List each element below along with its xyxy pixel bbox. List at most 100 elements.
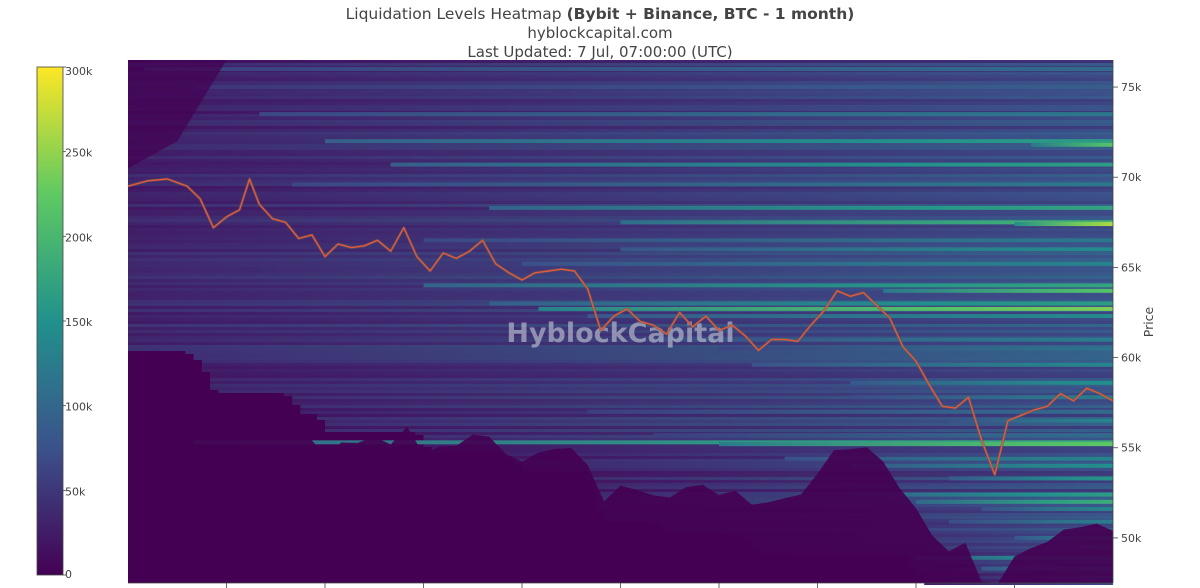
heatmap-cell-row <box>128 228 1113 231</box>
heatmap-cell-row <box>128 120 1113 123</box>
liquidation-band <box>850 380 1113 385</box>
heatmap-cell-row <box>128 129 1113 132</box>
colorbar: 0 50k 100k 150k 200k 250k 300k <box>36 65 93 581</box>
heatmap-cell-row <box>924 582 1113 585</box>
y-tick-label: 75k <box>1121 81 1142 94</box>
heatmap-cell-row <box>128 60 1113 63</box>
heatmap-cell-row <box>128 252 1113 255</box>
y-tick-label: 50k <box>1121 532 1142 545</box>
heatmap-cell-row <box>522 468 1113 471</box>
heatmap-plot[interactable]: HyblockCapital <box>127 60 1114 585</box>
heatmap-cell-row <box>128 102 1113 105</box>
heatmap-cell-row <box>210 384 1114 387</box>
heatmap-cell-row <box>513 462 1113 465</box>
liquidation-band <box>916 499 1113 504</box>
liquidation-band <box>719 346 1113 351</box>
y-tick-label: 60k <box>1121 352 1142 365</box>
heatmap-cell-row <box>128 273 1113 276</box>
liquidation-band <box>193 440 1113 445</box>
heatmap-cell-row <box>325 426 1113 429</box>
heatmap-cell-row <box>128 96 1113 99</box>
heatmap-cell-row <box>193 357 1113 360</box>
heatmap-cell-row <box>201 369 1113 372</box>
heatmap-cell-row <box>128 204 1113 207</box>
heatmap-cell-row <box>128 267 1113 270</box>
liquidation-band <box>587 409 1113 414</box>
liquidation-band <box>620 220 1113 225</box>
heatmap-cell-row <box>423 438 1113 441</box>
y-tick-label: 55k <box>1121 442 1142 455</box>
heatmap-cell-row <box>128 147 1113 150</box>
colorbar-tick-label: 200k <box>65 231 93 244</box>
heatmap-cell-row <box>128 213 1113 216</box>
heatmap-cell-row <box>128 231 1113 234</box>
heatmap-cell-row <box>128 318 1113 321</box>
heatmap-cell-row <box>128 174 1113 177</box>
heatmap-cell-row <box>128 105 1113 108</box>
chart-updated: Last Updated: 7 Jul, 07:00:00 (UTC) <box>467 43 733 61</box>
heatmap-cell-row <box>128 156 1113 159</box>
heatmap-cell-row <box>128 117 1113 120</box>
heatmap-cell-row <box>128 342 1113 345</box>
heatmap-cell-row <box>128 210 1113 213</box>
liquidation-band <box>489 301 1114 306</box>
chart-title: Liquidation Levels Heatmap (Bybit + Bina… <box>0 4 1200 24</box>
liquidation-band <box>620 247 1113 252</box>
heatmap-cell-row <box>505 453 1113 456</box>
heatmap-cell-row <box>128 99 1113 102</box>
colorbar-tick-label: 300k <box>65 65 93 78</box>
heatmap-cell-row <box>522 465 1113 468</box>
heatmap-cell-row <box>128 321 1113 324</box>
heatmap-cell-row <box>201 366 1113 369</box>
heatmap-cell-row <box>210 381 1114 384</box>
colorbar-tick-label: 150k <box>65 316 93 329</box>
heatmap-cell-row <box>128 72 1113 75</box>
liquidation-band <box>144 67 1113 72</box>
liquidation-band <box>719 442 1113 447</box>
chart-title-plain: Liquidation Levels Heatmap <box>345 5 567 23</box>
liquidation-band <box>292 182 1114 187</box>
heatmap-cell-row <box>292 402 1114 405</box>
heatmap-cell-row <box>128 90 1113 93</box>
colorbar-tick-label: 0 <box>65 568 72 581</box>
liquidation-band <box>948 519 1113 524</box>
colorbar-tick-label: 250k <box>65 147 93 160</box>
liquidation-band <box>390 162 1114 167</box>
heatmap-cell-row <box>128 330 1113 333</box>
empty-region <box>128 393 1113 583</box>
heatmap-cell-row <box>128 159 1113 162</box>
heatmap-cell-row <box>907 561 1113 564</box>
heatmap-cell-row <box>325 420 1113 423</box>
liquidation-band <box>587 314 1113 319</box>
price-line[interactable] <box>127 178 1114 476</box>
heatmap-cell-row <box>316 414 1114 417</box>
heatmap-cell-row <box>128 171 1113 174</box>
liquidation-band <box>522 261 1113 266</box>
y-tick-label: 70k <box>1121 171 1142 184</box>
heatmap-cell-row <box>325 423 1113 426</box>
heatmap-cell-row <box>128 81 1113 84</box>
heatmap-cell-row <box>128 225 1113 228</box>
heatmap-cell-row <box>128 201 1113 204</box>
chart-title-bold: (Bybit + Binance, BTC - 1 month) <box>566 5 855 23</box>
heatmap-cell-row <box>292 399 1114 402</box>
heatmap-cell-row <box>128 153 1113 156</box>
liquidation-band <box>423 238 1113 243</box>
heatmap-cell-row <box>128 186 1113 189</box>
heatmap-cell-row <box>128 291 1113 294</box>
liquidation-band <box>1014 222 1113 227</box>
heatmap-cell-row <box>128 216 1113 219</box>
liquidation-band <box>653 433 1113 438</box>
heatmap-cell-row <box>431 447 1113 450</box>
heatmap-cell-row <box>210 378 1114 381</box>
heatmap-cell-row <box>128 126 1113 129</box>
liquidation-band <box>784 456 1113 461</box>
heatmap-cell-row <box>210 372 1114 375</box>
heatmap-cell-row <box>128 276 1113 279</box>
heatmap-cell-row <box>128 339 1113 342</box>
heatmap-cell-row <box>292 396 1114 399</box>
heatmap-cell-row <box>128 75 1113 78</box>
heatmap-cell-row <box>128 108 1113 111</box>
heatmap-cell-row <box>185 351 1114 354</box>
